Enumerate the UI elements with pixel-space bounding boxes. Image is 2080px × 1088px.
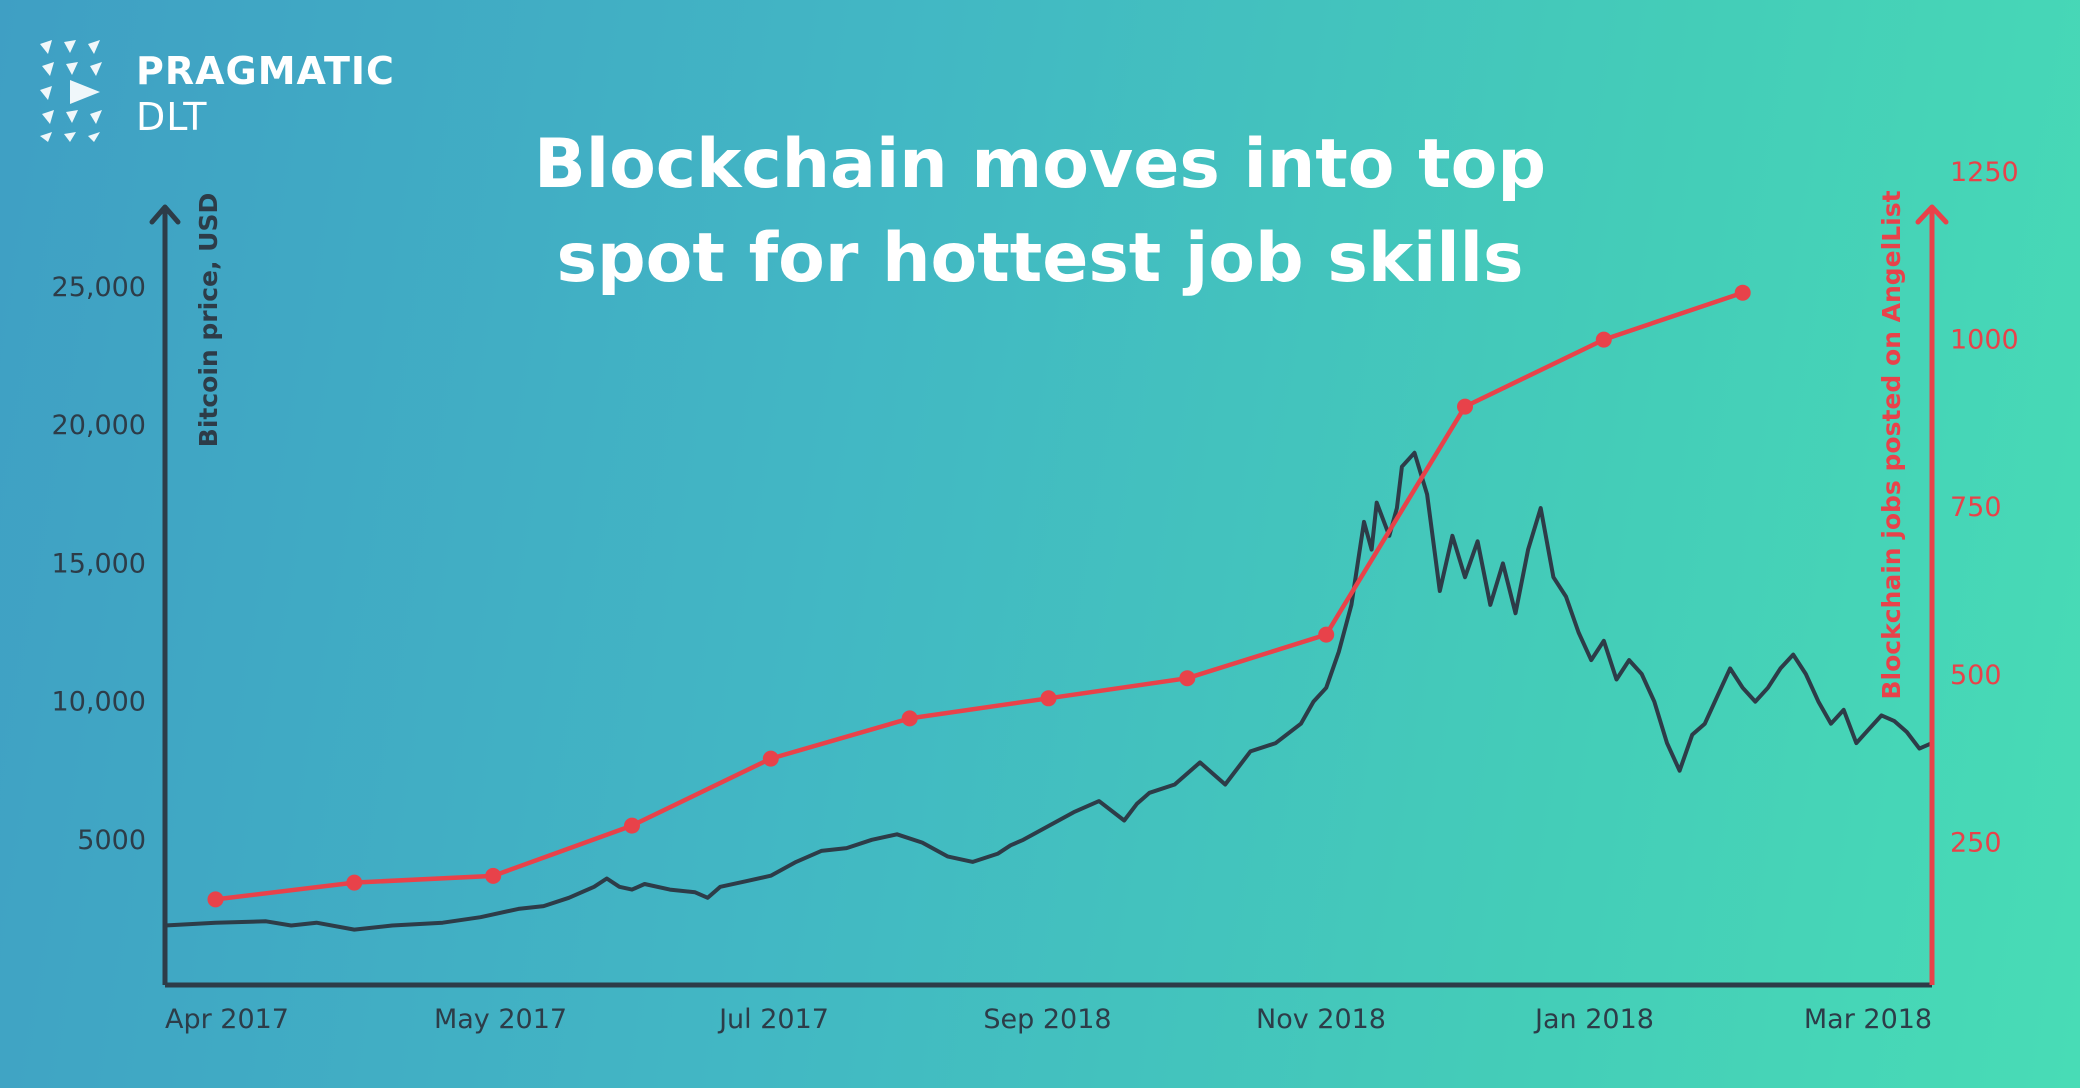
jobs-data-point — [1595, 331, 1612, 348]
y-right-tick-label: 750 — [1950, 492, 2002, 523]
y-left-tick-label: 15,000 — [52, 548, 146, 579]
y-left-tick-label: 5000 — [77, 825, 146, 856]
x-tick-label: Nov 2018 — [1256, 1004, 1386, 1035]
y-left-tick-label: 25,000 — [52, 272, 146, 303]
y-axis-right-arrow-icon — [1915, 204, 1949, 225]
x-tick-label: Apr 2017 — [165, 1004, 289, 1035]
jobs-data-point — [1179, 670, 1196, 687]
chart-title: Blockchain moves into top spot for hotte… — [380, 118, 1700, 306]
y-axis-left-label: Bitcoin price, USD — [194, 193, 223, 447]
series-line-bitcoin-price — [164, 450, 1933, 932]
jobs-data-point — [762, 750, 779, 767]
y-right-tick-label: 1250 — [1950, 157, 2019, 188]
y-right-tick-label: 500 — [1950, 660, 2002, 691]
logo-wordmark-line2: DLT — [136, 95, 208, 139]
jobs-data-point — [901, 710, 918, 727]
jobs-data-point — [624, 817, 640, 834]
x-tick-label: May 2017 — [434, 1004, 567, 1035]
y-left-tick-label: 20,000 — [52, 410, 146, 441]
pragmatic-logo-icon — [40, 40, 102, 142]
jobs-data-point — [1734, 284, 1751, 301]
axes — [149, 204, 1949, 988]
jobs-data-point — [1457, 398, 1473, 415]
y-right-tick-label: 250 — [1950, 827, 2002, 858]
chart-title-line-1: Blockchain moves into top — [533, 125, 1547, 204]
logo: PRAGMATIC DLT — [40, 40, 400, 150]
y-left-tick-label: 10,000 — [52, 687, 146, 718]
logo-wordmark-line1: PRAGMATIC — [136, 49, 395, 93]
jobs-data-point — [1318, 626, 1335, 643]
y-axis-right-ticks: 250 500 750 1000 1250 — [1950, 157, 2019, 858]
y-axis-left-ticks: 5000 10,000 15,000 20,000 25,000 — [52, 272, 146, 856]
jobs-data-point — [485, 867, 502, 884]
y-axis-right-label: Blockchain jobs posted on AngelList — [1877, 190, 1906, 699]
y-right-tick-label: 1000 — [1950, 325, 2019, 356]
chart-title-line-2: spot for hottest job skills — [556, 219, 1524, 298]
x-axis-ticks: Apr 2017 May 2017 Jul 2017 Sep 2018 Nov 2018… — [165, 1004, 1932, 1035]
y-axis-left-arrow-icon — [149, 204, 181, 225]
x-tick-label: Jan 2018 — [1533, 1004, 1654, 1035]
x-tick-label: Jul 2017 — [717, 1004, 829, 1035]
series-layer — [164, 284, 1933, 932]
x-tick-label: Mar 2018 — [1804, 1004, 1932, 1035]
jobs-data-point — [1040, 690, 1057, 707]
jobs-data-point — [207, 891, 224, 908]
jobs-data-point — [346, 874, 363, 891]
series-line-blockchain-jobs — [215, 290, 1744, 902]
x-tick-label: Sep 2018 — [983, 1004, 1111, 1035]
